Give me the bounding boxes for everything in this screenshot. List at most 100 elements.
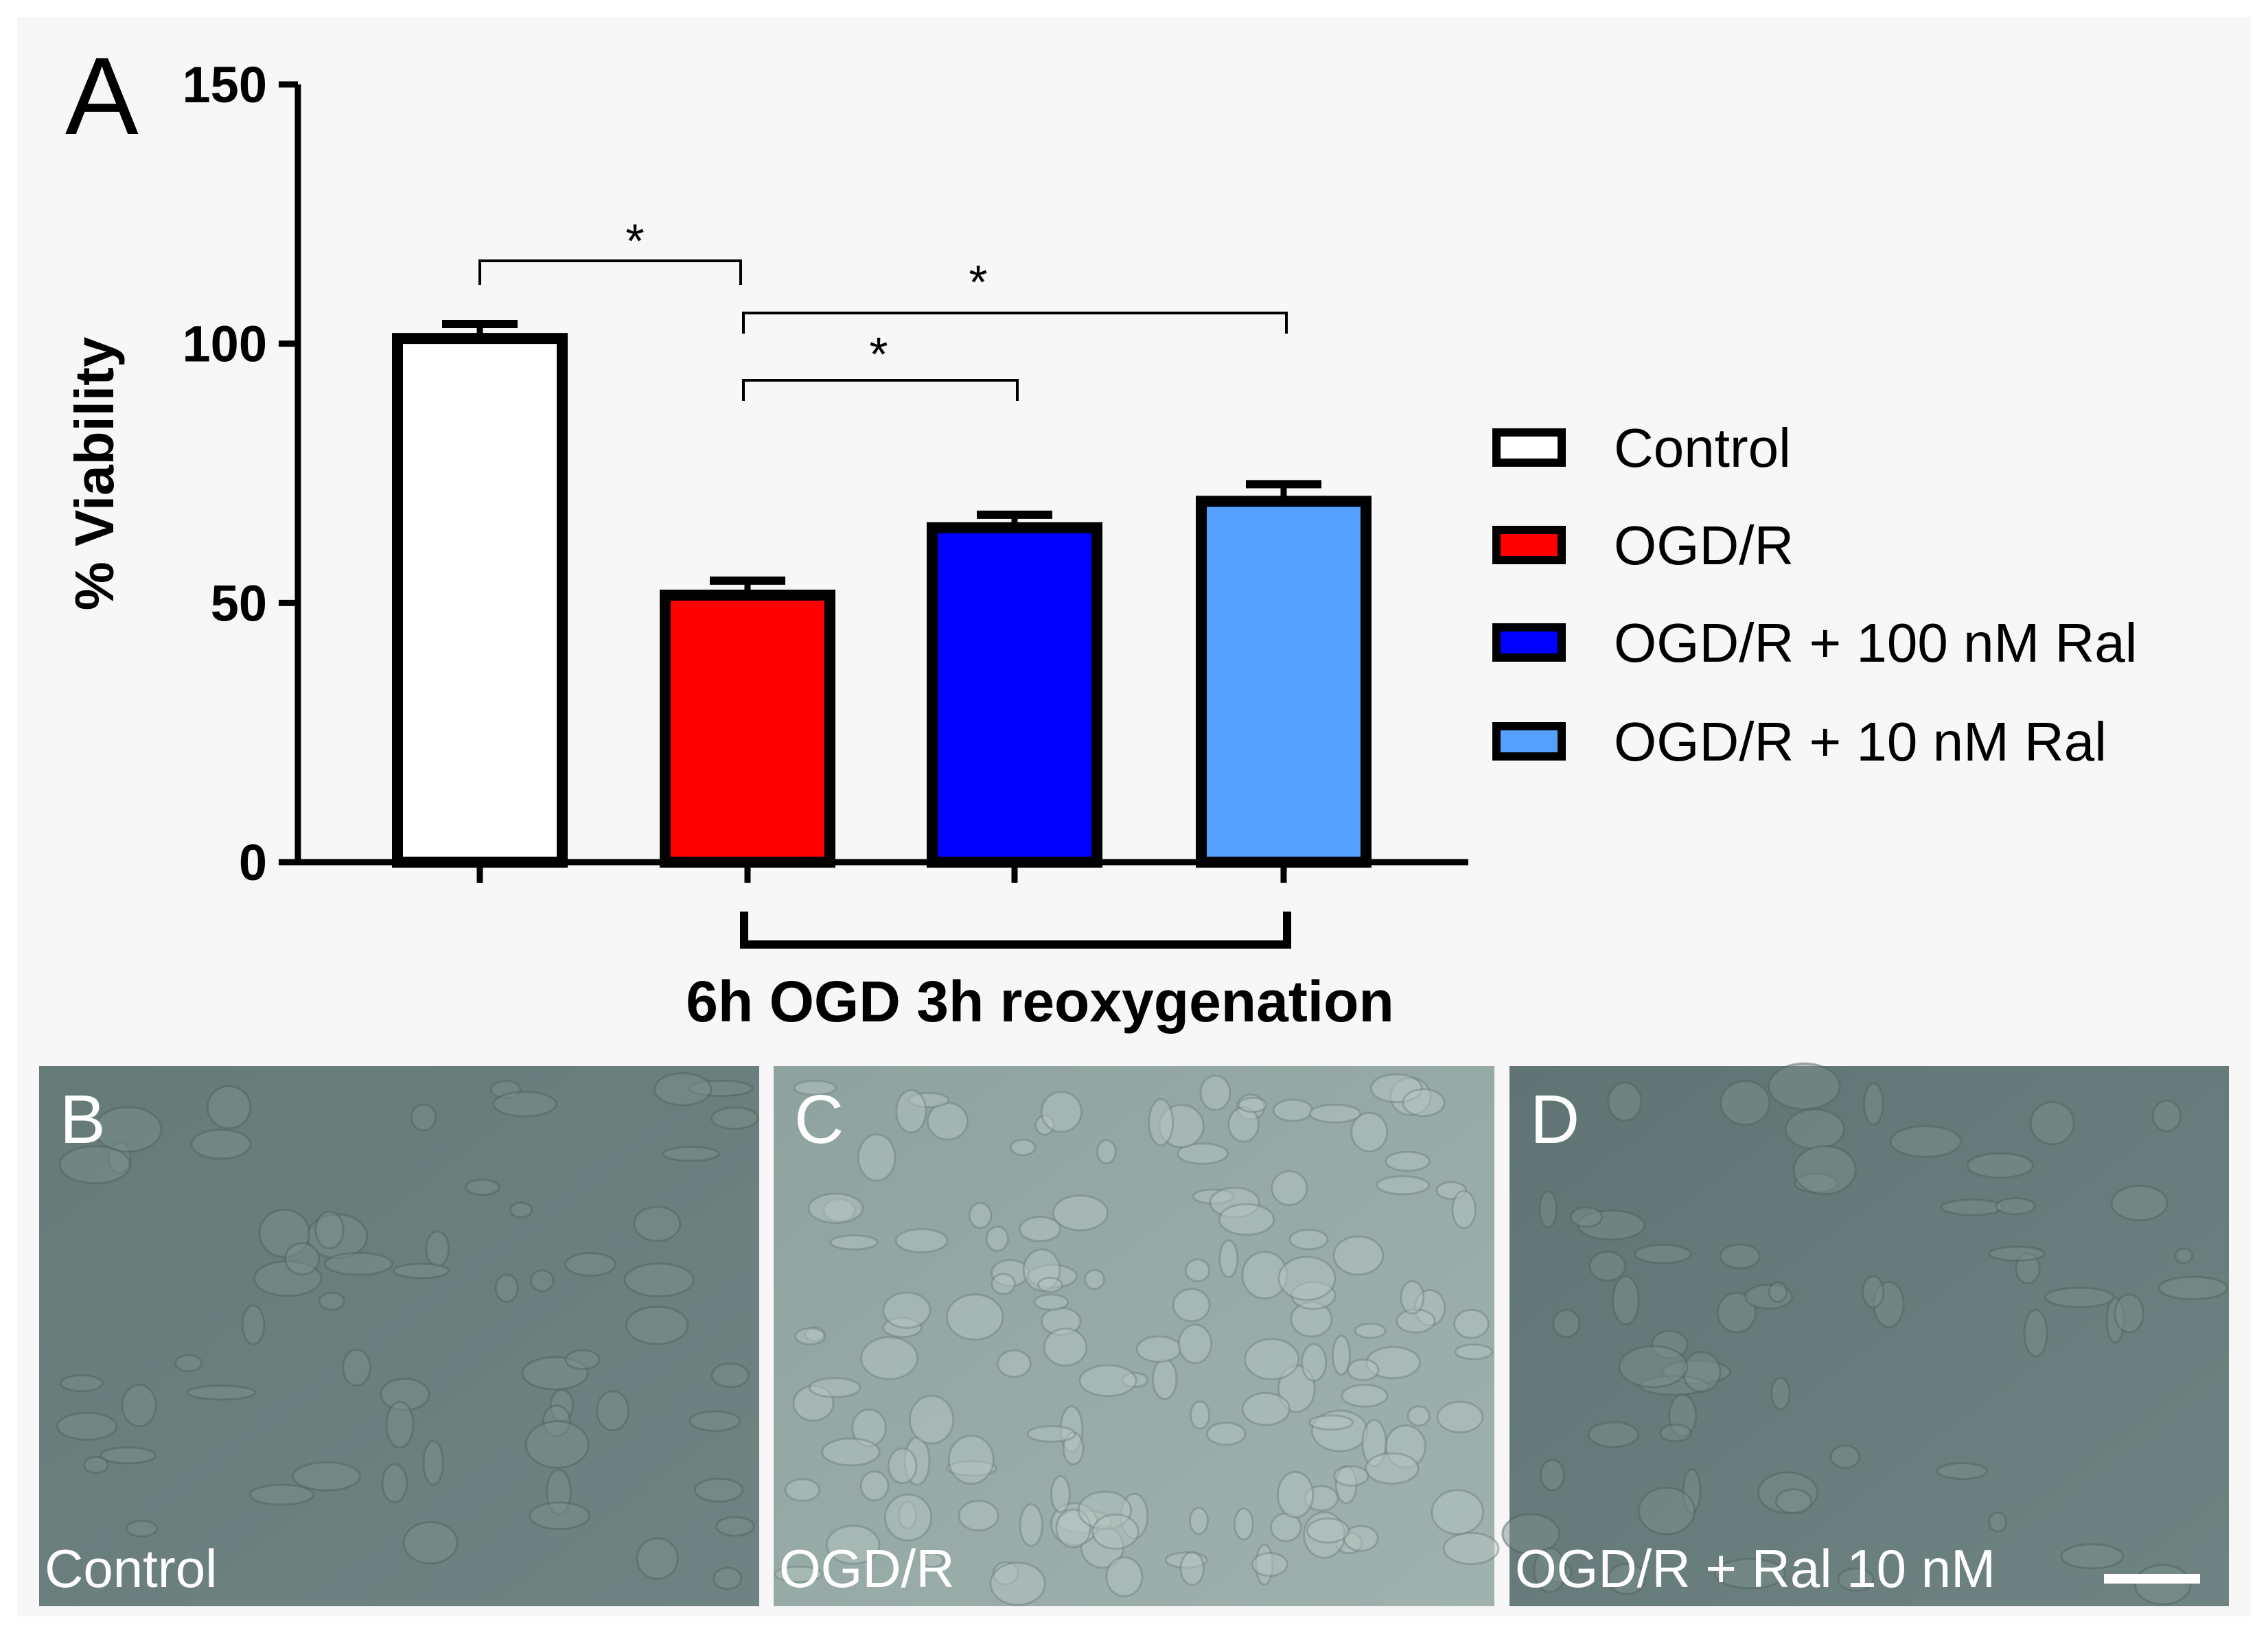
cell-texture	[2060, 1543, 2125, 1570]
cell-texture	[688, 1410, 741, 1432]
cell-texture	[393, 1262, 450, 1279]
micrograph-caption: Control	[45, 1538, 217, 1599]
y-tick-label: 100	[183, 316, 267, 373]
cell-texture	[829, 1234, 879, 1251]
cell-texture	[1634, 1244, 1692, 1264]
micrograph-panel-d: D OGD/R + Ral 10 nM	[1501, 1062, 2229, 1606]
cell-texture	[284, 1242, 321, 1276]
cell-texture	[58, 1145, 132, 1185]
cell-texture	[1308, 1103, 1362, 1124]
cell-texture	[1988, 1245, 2046, 1262]
cell-texture	[1301, 1343, 1328, 1382]
cell-texture	[492, 1091, 557, 1117]
cell-texture	[1050, 1475, 1071, 1514]
cell-texture	[625, 1306, 689, 1345]
significance-star: *	[625, 214, 644, 268]
cell-texture	[825, 1525, 881, 1565]
cell-texture	[1052, 1194, 1109, 1231]
cell-texture	[1026, 1425, 1077, 1443]
cell-texture	[1719, 1243, 1761, 1269]
cell-texture	[1218, 1203, 1275, 1236]
cell-texture	[1995, 1197, 2036, 1216]
cell-texture	[1988, 1511, 2007, 1533]
cell-texture	[784, 1478, 820, 1502]
cell-texture	[1588, 1251, 1627, 1282]
legend-swatch	[1492, 526, 1566, 564]
cell-texture	[636, 1537, 679, 1580]
cell-texture	[1402, 1088, 1446, 1117]
cell-texture	[1569, 1206, 1604, 1228]
cell-texture	[564, 1252, 617, 1277]
cell-texture	[248, 1483, 314, 1506]
cell-texture	[422, 1439, 444, 1486]
cell-texture	[1637, 1486, 1696, 1536]
cell-texture	[99, 1446, 157, 1465]
cell-texture	[56, 1411, 118, 1441]
cell-texture	[1189, 1400, 1211, 1430]
cell-texture	[1713, 1557, 1787, 1590]
cell-texture	[1331, 1334, 1351, 1376]
cell-texture	[174, 1354, 203, 1373]
cell-texture	[633, 1205, 682, 1242]
legend: Control OGD/R OGD/R + 100 nM Ral OGD/R + 10…	[1492, 417, 2138, 772]
micrograph-letter: B	[60, 1081, 106, 1158]
cell-texture	[1659, 1423, 1692, 1443]
cell-texture	[1040, 1091, 1083, 1133]
cell-texture	[1540, 1459, 1565, 1492]
cell-texture	[884, 1493, 933, 1542]
cell-texture	[1720, 1080, 1771, 1126]
cell-texture	[927, 1102, 969, 1141]
micrograph-caption: OGD/R + Ral 10 nM	[1515, 1538, 1995, 1599]
cell-texture	[1552, 1308, 1581, 1339]
cell-texture	[1588, 1421, 1639, 1448]
cell-texture	[1716, 1292, 1757, 1334]
cell-texture	[1010, 1138, 1037, 1157]
cell-texture	[465, 1179, 500, 1196]
cell-texture	[1241, 1391, 1291, 1426]
cell-texture	[895, 1089, 927, 1134]
cell-texture	[2133, 1564, 2192, 1606]
cell-texture	[323, 1251, 393, 1276]
cell-texture	[1347, 1358, 1380, 1382]
cell-texture	[1350, 1111, 1389, 1153]
cell-texture	[1105, 1556, 1144, 1597]
cell-texture	[887, 1447, 918, 1485]
cell-texture	[1184, 1258, 1211, 1283]
sig-bracket-ogdr-vs-100nm	[742, 379, 1019, 401]
cell-texture	[318, 1291, 345, 1311]
cell-texture	[945, 1293, 1004, 1341]
cell-texture	[985, 1225, 1009, 1252]
cell-texture	[1533, 1547, 1567, 1593]
cell-texture	[1332, 1235, 1385, 1276]
y-tick-label: 0	[239, 834, 267, 891]
cell-texture	[1277, 1255, 1336, 1301]
group-bracket	[740, 912, 1291, 949]
scale-bar	[2104, 1574, 2200, 1584]
significance-star: *	[969, 255, 987, 309]
cell-texture	[1306, 1517, 1350, 1544]
cell-texture	[1218, 1239, 1239, 1279]
cell-texture	[1618, 1345, 1689, 1389]
cell-texture	[60, 1374, 104, 1393]
cell-texture	[1151, 1358, 1178, 1400]
cell-texture	[958, 1500, 999, 1532]
cell-texture	[2044, 1286, 2115, 1308]
cell-texture	[860, 1336, 918, 1380]
significance-star: *	[869, 327, 888, 381]
cell-texture	[1172, 1288, 1211, 1323]
cell-texture	[1091, 1513, 1139, 1550]
cell-texture	[1612, 1275, 1640, 1325]
cell-texture	[921, 1551, 945, 1568]
cell-texture	[1148, 1098, 1174, 1146]
micrograph-caption: OGD/R	[779, 1538, 955, 1599]
cell-texture	[997, 1349, 1032, 1378]
cell-texture	[410, 1103, 437, 1132]
cell-texture	[1308, 1414, 1354, 1431]
cell-texture	[2110, 1184, 2168, 1222]
cell-texture	[774, 1565, 824, 1584]
y-axis-label: % Viability	[64, 336, 125, 610]
cell-texture	[807, 1192, 864, 1224]
cell-texture	[530, 1269, 555, 1293]
cell-texture	[1083, 1269, 1105, 1290]
cell-texture	[1862, 1275, 1885, 1309]
